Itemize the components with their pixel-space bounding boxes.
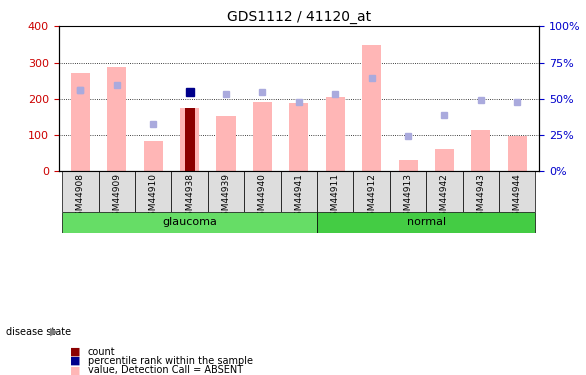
Bar (180, 108, 199, 171)
Text: GSM44909: GSM44909 (113, 173, 121, 222)
Text: GSM44912: GSM44912 (367, 173, 376, 222)
FancyBboxPatch shape (281, 171, 317, 212)
FancyBboxPatch shape (208, 171, 244, 212)
Text: ▶: ▶ (50, 327, 59, 337)
FancyBboxPatch shape (98, 171, 135, 212)
Bar (144, 141, 163, 171)
FancyBboxPatch shape (62, 212, 317, 232)
Text: GSM44943: GSM44943 (476, 173, 485, 222)
Text: GSM44942: GSM44942 (440, 173, 449, 222)
Text: percentile rank within the sample: percentile rank within the sample (88, 356, 253, 366)
Text: GSM44944: GSM44944 (513, 173, 522, 222)
FancyBboxPatch shape (463, 171, 499, 212)
Text: value, Detection Call = ABSENT: value, Detection Call = ABSENT (88, 366, 243, 375)
Text: normal: normal (407, 217, 446, 227)
Bar (253, 102, 272, 171)
Bar (471, 130, 490, 171)
FancyBboxPatch shape (62, 171, 98, 212)
Text: GSM44911: GSM44911 (331, 173, 340, 222)
Text: disease state: disease state (6, 327, 71, 337)
FancyBboxPatch shape (390, 171, 426, 212)
Title: GDS1112 / 41120_at: GDS1112 / 41120_at (227, 10, 371, 24)
Text: GSM44941: GSM44941 (294, 173, 304, 222)
Text: GSM44910: GSM44910 (149, 173, 158, 222)
FancyBboxPatch shape (353, 171, 390, 212)
Text: ■: ■ (70, 366, 81, 375)
Bar (71, 73, 90, 171)
FancyBboxPatch shape (317, 212, 536, 232)
Text: ■: ■ (70, 356, 81, 366)
Bar (216, 116, 236, 171)
FancyBboxPatch shape (317, 171, 353, 212)
Text: GSM44939: GSM44939 (222, 173, 230, 222)
Bar (507, 136, 527, 171)
Text: count: count (88, 347, 115, 357)
Text: GSM44913: GSM44913 (404, 173, 413, 222)
Bar (362, 45, 381, 171)
Text: GSM44908: GSM44908 (76, 173, 85, 222)
FancyBboxPatch shape (426, 171, 463, 212)
Bar (107, 67, 127, 171)
FancyBboxPatch shape (244, 171, 281, 212)
Bar (435, 149, 454, 171)
Text: GSM44938: GSM44938 (185, 173, 194, 222)
Text: GSM44940: GSM44940 (258, 173, 267, 222)
Bar (326, 97, 345, 171)
FancyBboxPatch shape (172, 171, 208, 212)
Bar (185, 108, 195, 171)
Text: ■: ■ (70, 347, 81, 357)
FancyBboxPatch shape (135, 171, 172, 212)
FancyBboxPatch shape (499, 171, 536, 212)
Bar (398, 160, 418, 171)
Text: glaucoma: glaucoma (162, 217, 217, 227)
Bar (289, 104, 308, 171)
